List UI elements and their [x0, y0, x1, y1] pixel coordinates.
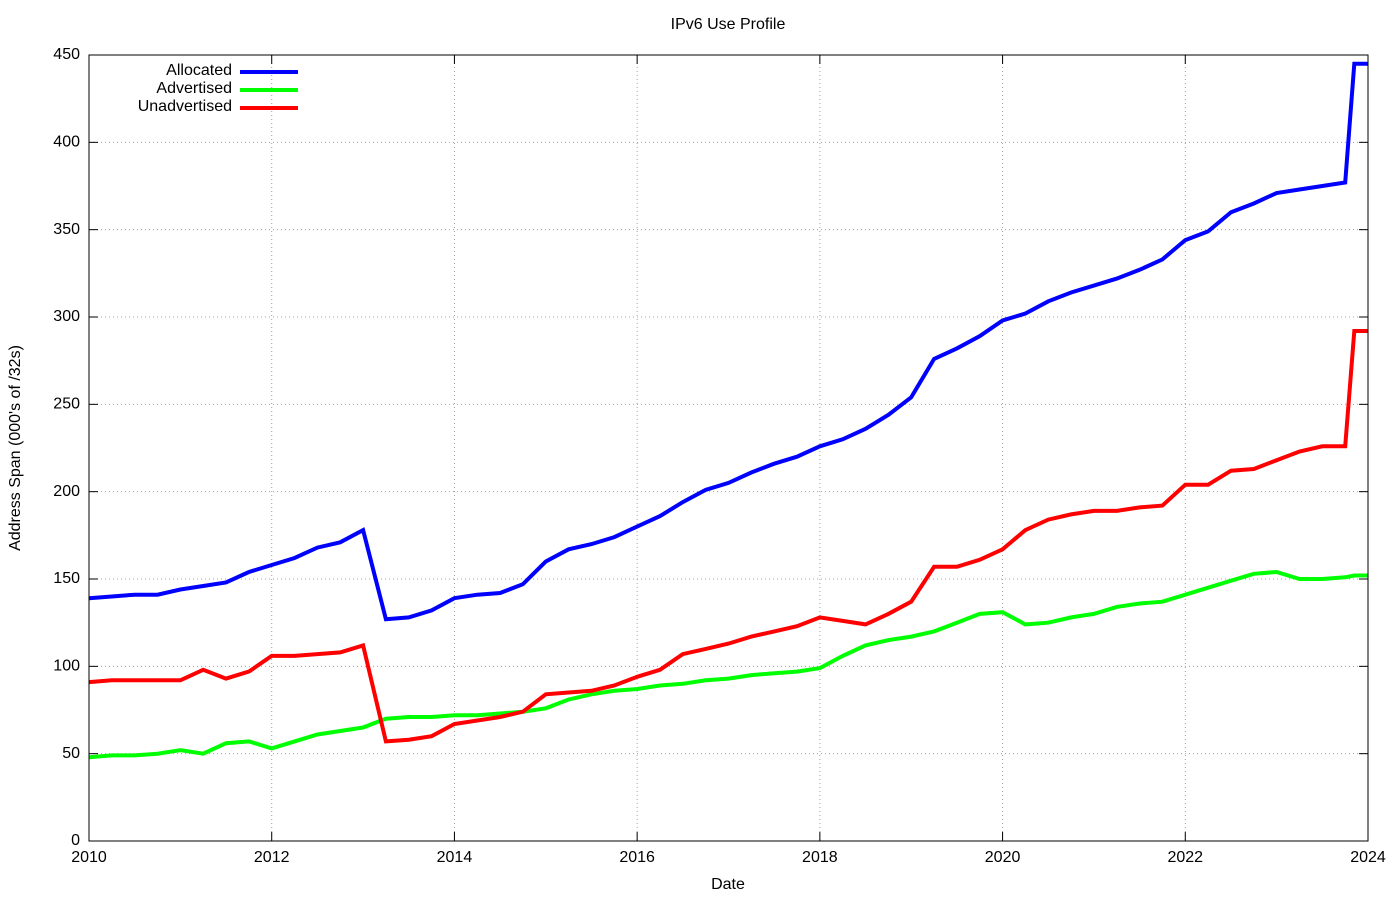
y-tick-label: 450 — [53, 46, 80, 63]
plot-frame — [88, 54, 1369, 842]
x-tick-label: 2014 — [437, 849, 473, 866]
y-axis-label: Address Span (000's of /32s) — [7, 345, 24, 551]
y-tick-label: 400 — [53, 134, 80, 151]
x-tick-label: 2010 — [71, 849, 107, 866]
x-tick-label: 2012 — [254, 849, 290, 866]
y-tick-label: 50 — [62, 745, 80, 762]
y-tick-label: 150 — [53, 570, 80, 587]
legend-label: Allocated — [166, 62, 232, 79]
x-tick-label: 2016 — [619, 849, 655, 866]
y-tick-label: 250 — [53, 396, 80, 413]
y-tick-label: 350 — [53, 221, 80, 238]
series-line — [88, 61, 1368, 622]
y-tick-label: 200 — [53, 483, 80, 500]
series-line — [88, 329, 1368, 744]
legend-label: Advertised — [156, 80, 232, 97]
x-tick-label: 2022 — [1167, 849, 1203, 866]
x-tick-label: 2018 — [802, 849, 838, 866]
y-tick-label: 300 — [53, 308, 80, 325]
x-tick-label: 2020 — [985, 849, 1021, 866]
x-axis-label: Date — [711, 876, 745, 893]
chart-title: IPv6 Use Profile — [671, 16, 786, 33]
plot-lines — [88, 61, 1368, 760]
y-tick-label: 0 — [71, 832, 80, 849]
x-tick-label: 2024 — [1350, 849, 1386, 866]
grid — [88, 54, 1369, 842]
legend-label: Unadvertised — [138, 98, 232, 115]
y-tick-label: 100 — [53, 658, 80, 675]
series-line — [88, 569, 1368, 760]
